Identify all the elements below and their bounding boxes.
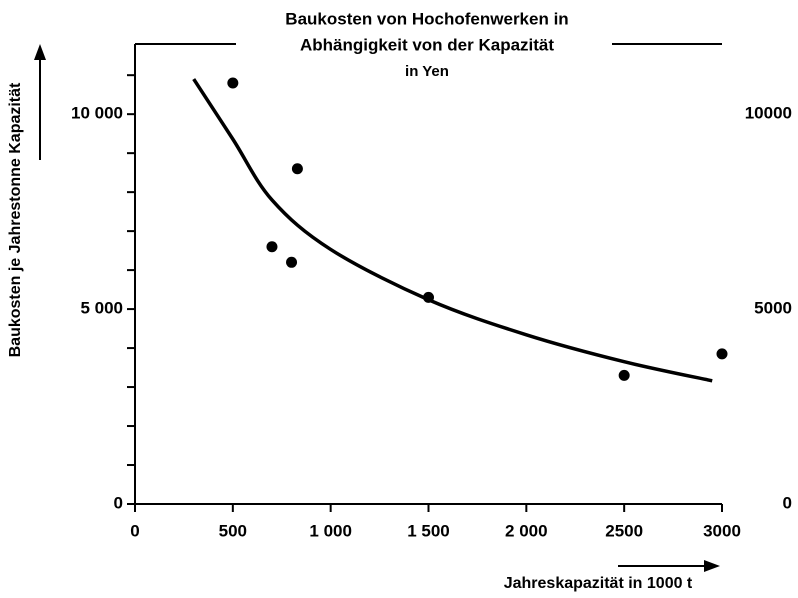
y-tick-label: 5 000 [80,299,123,318]
x-tick-label: 1 500 [407,521,450,540]
x-tick-label: 500 [219,521,247,540]
x-tick-label: 1 000 [309,521,352,540]
data-point [227,77,239,89]
data-point [266,241,278,253]
data-point [286,256,298,268]
data-point [716,348,728,360]
data-point [618,369,630,381]
x-axis-label: Jahreskapazität in 1000 t [504,575,693,592]
fit-curve [192,78,713,383]
y2-tick-label: 10000 [745,104,792,123]
y2-tick-label: 5000 [754,299,792,318]
x-tick-label: 2 000 [505,521,548,540]
y2-tick-label: 0 [783,493,792,512]
arrow-head [34,44,46,60]
chart-subtitle: in Yen [405,63,449,80]
arrow-head [704,560,720,572]
x-tick-label: 0 [130,521,139,540]
x-tick-label: 3000 [703,521,741,540]
y-axis-label: Baukosten je Jahrestonne Kapazität [7,82,24,357]
x-tick-label: 2500 [605,521,643,540]
chart-title: Abhängigkeit von der Kapazität [300,35,554,54]
y-tick-label: 10 000 [71,104,123,123]
chart-title: Baukosten von Hochofenwerken in [285,9,568,28]
data-point [291,163,303,175]
y-tick-label: 0 [114,493,123,512]
data-point [423,291,434,303]
